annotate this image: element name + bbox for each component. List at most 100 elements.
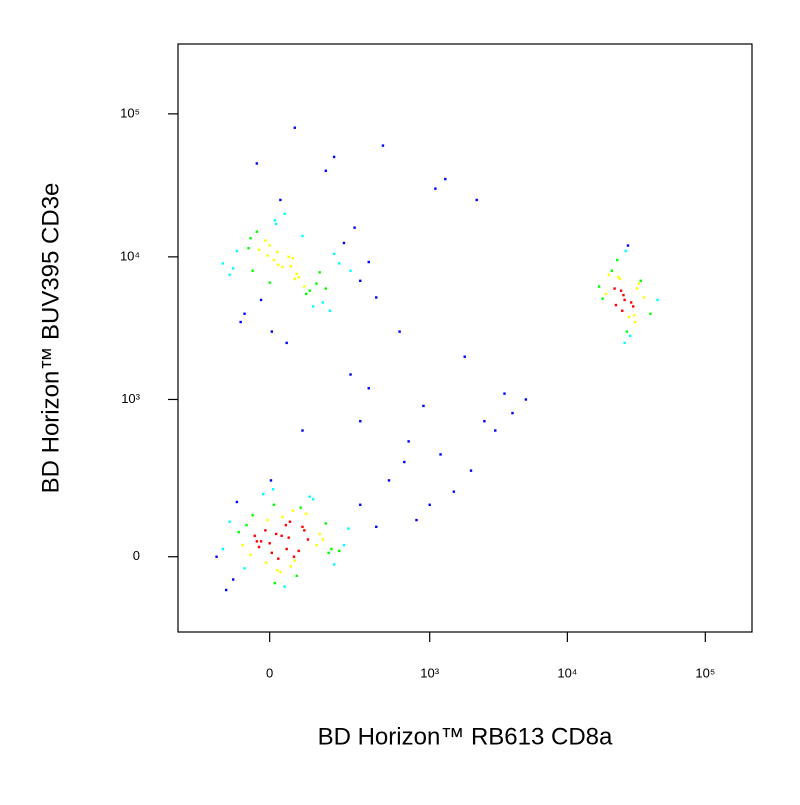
data-point xyxy=(289,265,292,268)
data-point xyxy=(257,248,261,252)
data-point xyxy=(452,490,456,493)
data-point xyxy=(349,269,352,272)
data-point xyxy=(626,244,630,247)
data-point xyxy=(301,234,304,238)
data-point xyxy=(311,498,315,501)
data-point xyxy=(237,530,240,534)
data-point xyxy=(610,269,614,272)
data-point xyxy=(347,527,350,530)
data-point xyxy=(277,263,280,267)
data-point xyxy=(387,479,391,482)
x-tick-label: 10³ xyxy=(420,665,439,680)
data-point xyxy=(303,529,306,532)
data-point xyxy=(235,249,239,253)
data-point xyxy=(524,398,528,401)
data-point xyxy=(266,518,269,522)
data-point xyxy=(276,250,279,254)
y-tick-label: 10³ xyxy=(121,391,140,406)
data-point xyxy=(649,312,652,315)
data-point xyxy=(428,503,431,506)
data-point xyxy=(628,334,632,338)
data-point xyxy=(247,246,250,250)
data-point xyxy=(291,256,295,260)
data-point xyxy=(375,525,378,529)
data-point xyxy=(607,273,611,276)
data-point xyxy=(633,320,637,324)
data-point xyxy=(632,314,636,317)
data-point xyxy=(381,144,385,147)
data-point xyxy=(306,538,310,541)
data-point xyxy=(281,265,284,269)
data-point xyxy=(494,429,497,432)
data-point xyxy=(277,557,280,560)
data-point xyxy=(283,585,286,588)
data-point xyxy=(299,506,302,509)
data-point xyxy=(295,574,298,578)
data-point xyxy=(301,429,304,432)
data-point xyxy=(349,373,352,376)
data-point xyxy=(257,545,261,549)
data-point xyxy=(221,547,225,551)
data-point xyxy=(287,255,290,259)
data-point xyxy=(503,392,506,395)
data-point xyxy=(642,296,646,299)
data-point xyxy=(311,305,315,308)
data-point xyxy=(271,488,275,491)
data-point xyxy=(629,301,633,304)
data-point xyxy=(293,126,296,129)
data-point xyxy=(604,292,608,296)
data-point xyxy=(627,315,631,319)
data-point xyxy=(511,411,514,415)
data-point xyxy=(285,547,288,551)
data-point xyxy=(601,297,604,300)
data-point xyxy=(274,222,278,226)
data-point xyxy=(265,561,268,564)
data-point xyxy=(337,549,341,553)
data-point xyxy=(224,588,228,592)
data-point xyxy=(293,277,296,281)
data-point xyxy=(619,289,623,292)
data-point xyxy=(434,187,437,190)
y-axis-title: BD Horizon™ BUV395 CD3e xyxy=(37,183,64,494)
data-point xyxy=(469,469,473,472)
data-point xyxy=(353,226,356,229)
data-point xyxy=(272,258,276,262)
data-point xyxy=(276,569,279,572)
data-point xyxy=(285,341,288,345)
data-point xyxy=(255,162,259,165)
data-point xyxy=(324,287,327,290)
data-point xyxy=(268,281,271,284)
data-point xyxy=(403,460,406,464)
data-point xyxy=(274,532,278,536)
y-tick-label: 0 xyxy=(133,548,140,563)
data-point xyxy=(639,279,642,283)
data-point xyxy=(623,341,626,345)
data-point xyxy=(635,287,639,290)
data-point xyxy=(321,538,324,541)
data-point xyxy=(656,298,659,302)
data-point xyxy=(283,212,286,216)
data-point xyxy=(624,249,627,253)
data-point xyxy=(269,479,273,482)
data-point xyxy=(367,387,370,390)
x-tick-label: 0 xyxy=(266,665,273,680)
data-point xyxy=(342,543,346,547)
data-point xyxy=(617,276,620,279)
data-point xyxy=(301,525,304,529)
data-point xyxy=(304,512,308,515)
data-point xyxy=(308,289,311,292)
data-point xyxy=(228,520,231,523)
data-point xyxy=(332,155,336,159)
data-point xyxy=(422,404,425,408)
data-point xyxy=(273,581,277,585)
data-point xyxy=(295,272,298,276)
data-point xyxy=(215,555,218,558)
data-point xyxy=(264,529,267,532)
x-tick-label: 10⁵ xyxy=(695,665,715,680)
data-point xyxy=(279,570,282,574)
data-point xyxy=(288,520,292,523)
data-point xyxy=(241,543,244,547)
data-point xyxy=(308,495,311,498)
data-point xyxy=(245,523,248,527)
